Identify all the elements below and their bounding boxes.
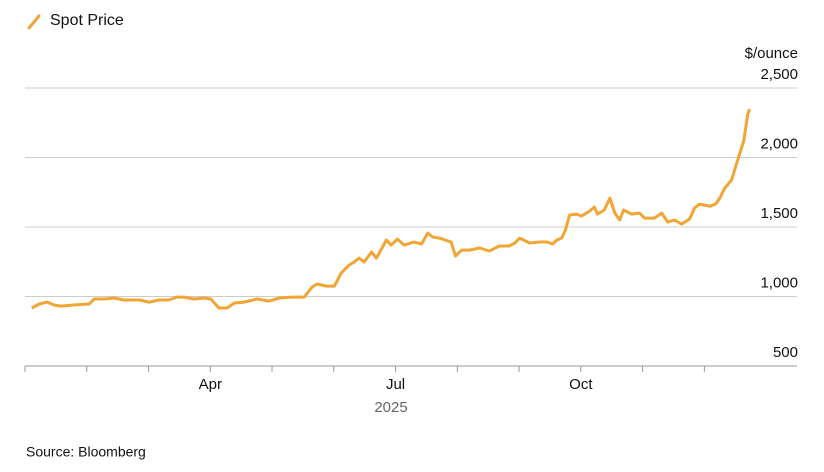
y-tick-label: 2,000 <box>760 135 798 152</box>
source: Source: Bloomberg <box>26 444 146 460</box>
price-line <box>31 108 751 310</box>
legend-swatch <box>27 14 41 30</box>
x-tick-label: Jul <box>386 376 405 393</box>
y-tick-label: 1,500 <box>760 205 798 222</box>
x-axis-year: 2025 <box>374 399 407 416</box>
y-tick-label: 500 <box>773 344 798 361</box>
x-tick-label: Apr <box>199 376 222 393</box>
x-tick-label: Oct <box>569 376 593 393</box>
legend-label: Spot Price <box>50 12 124 29</box>
y-tick-label: 2,500 <box>760 66 798 83</box>
y-unit: $/ounce <box>745 45 798 62</box>
y-tick-label: 1,000 <box>760 274 798 291</box>
